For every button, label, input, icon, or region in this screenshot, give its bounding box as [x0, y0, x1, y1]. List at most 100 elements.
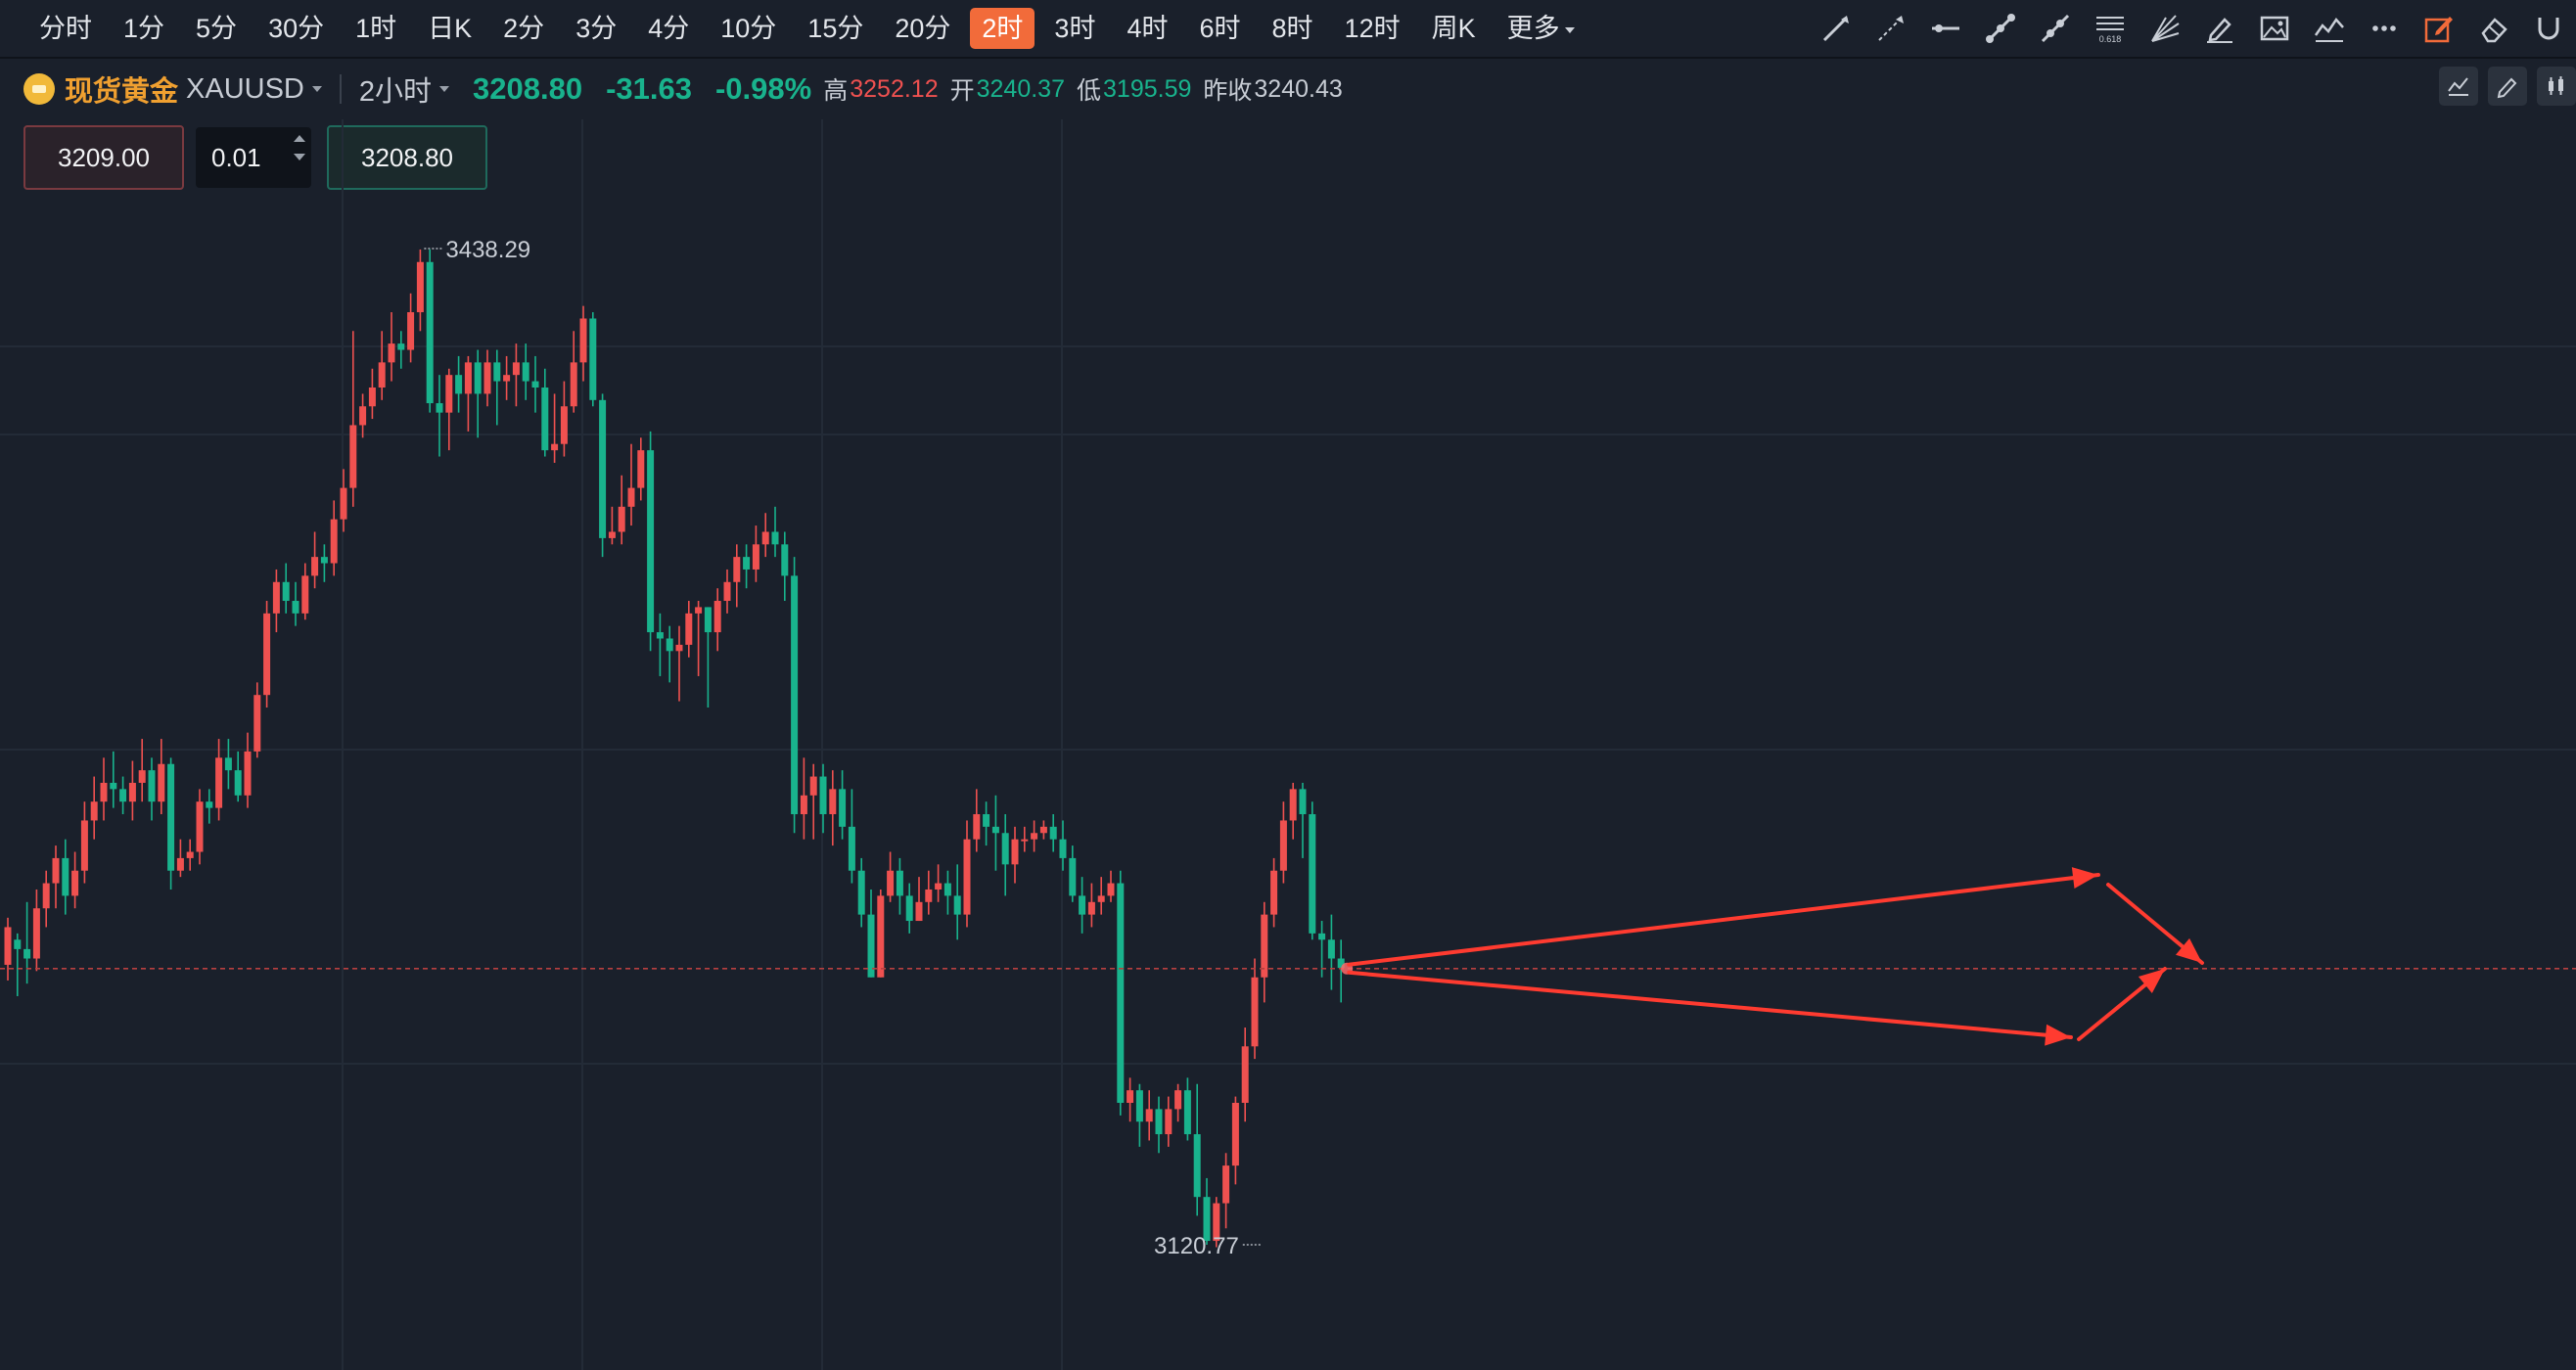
eraser-icon[interactable]	[2466, 0, 2521, 57]
pattern-icon[interactable]	[2302, 0, 2357, 57]
increment-icon[interactable]	[294, 135, 305, 142]
quantity-stepper[interactable]: 0.01	[196, 127, 311, 188]
quantity-value[interactable]: 0.01	[211, 142, 261, 172]
period-tab[interactable]: 4分	[648, 14, 690, 43]
candle-body	[743, 557, 751, 570]
candle-body	[4, 927, 12, 965]
more-dots-icon[interactable]	[2357, 0, 2412, 57]
period-tab[interactable]: 12时	[1344, 14, 1401, 43]
prev-close-value: 3240.43	[1254, 74, 1343, 103]
candle-body	[983, 814, 990, 827]
period-tab[interactable]: 1时	[355, 14, 397, 43]
period-tab[interactable]: 8时	[1271, 14, 1313, 43]
candle-type-icon[interactable]	[2537, 67, 2576, 106]
period-tab[interactable]: 周K	[1431, 14, 1476, 43]
candle-body	[206, 801, 213, 808]
gold-coin-icon	[23, 73, 55, 105]
image-icon[interactable]	[2247, 0, 2302, 57]
open-label: 开	[949, 77, 975, 105]
candle-body	[397, 343, 405, 350]
candle-body	[1117, 883, 1125, 1103]
candle-body	[713, 601, 721, 633]
candlestick-chart[interactable]: 3438.29 3120.77	[0, 119, 2576, 1370]
period-tab[interactable]: 2时	[970, 8, 1035, 49]
high-label: 高	[823, 77, 849, 105]
candle-body	[1261, 914, 1268, 978]
indicator-icon[interactable]	[2439, 67, 2478, 106]
quick-order-bar: 3209.00 0.01 3208.80	[23, 125, 487, 190]
candle-body	[848, 826, 855, 871]
candle-body	[771, 531, 779, 545]
period-tab[interactable]: 5分	[196, 14, 238, 43]
candle-body	[253, 695, 261, 752]
horizontal-line-icon[interactable]	[1918, 0, 1973, 57]
candle-body	[378, 362, 386, 388]
candle-body	[14, 939, 22, 949]
candle-body	[301, 575, 309, 614]
period-tab[interactable]: 分时	[39, 14, 92, 43]
candle-body	[1001, 833, 1009, 865]
candle-body	[368, 387, 376, 407]
price-change-percent: -0.98%	[714, 71, 812, 106]
candle-body	[71, 870, 79, 896]
sell-price-button[interactable]: 3209.00	[23, 125, 184, 190]
candle-body	[100, 782, 108, 802]
fibonacci-icon[interactable]: 0.618	[2083, 0, 2138, 57]
price-change: -31.63	[606, 71, 692, 106]
period-tab[interactable]: 1分	[123, 14, 165, 43]
period-tab[interactable]: 20分	[895, 14, 951, 43]
buy-price-button[interactable]: 3208.80	[327, 125, 487, 190]
ray-line-icon[interactable]	[1863, 0, 1918, 57]
period-tab[interactable]: 4时	[1127, 14, 1169, 43]
candle-body	[1059, 839, 1067, 858]
candle-body	[359, 406, 367, 426]
period-tab[interactable]: 2分	[503, 14, 545, 43]
draw-settings-icon[interactable]	[2488, 67, 2527, 106]
candle-body	[599, 399, 607, 538]
candle-body	[128, 782, 136, 802]
open-value: 3240.37	[976, 74, 1065, 103]
segment-line-icon[interactable]	[1973, 0, 2028, 57]
extended-line-icon[interactable]	[2028, 0, 2083, 57]
candle-body	[791, 575, 799, 815]
candle-body	[1127, 1090, 1134, 1103]
candle-body	[1327, 939, 1335, 959]
period-tab[interactable]: 6时	[1199, 14, 1241, 43]
candle-body	[867, 914, 875, 978]
fan-icon[interactable]	[2138, 0, 2192, 57]
candle-body	[340, 487, 347, 520]
arrow-up-left	[1347, 873, 2100, 967]
pen-icon[interactable]	[2192, 0, 2247, 57]
decrement-icon[interactable]	[294, 154, 305, 160]
arrow-down-left-head	[2045, 1024, 2071, 1046]
candle-body	[416, 261, 424, 313]
period-tab[interactable]: 15分	[807, 14, 864, 43]
period-tab[interactable]: 3分	[575, 14, 618, 43]
trend-line-icon[interactable]	[1809, 0, 1863, 57]
symbol-name[interactable]: 现货黄金	[65, 76, 179, 108]
interval-selector[interactable]: 2小时	[358, 76, 433, 108]
candle-body	[330, 519, 338, 564]
period-tab[interactable]: 3时	[1054, 14, 1096, 43]
period-tab[interactable]: 日K	[428, 14, 473, 43]
candle-body	[781, 544, 789, 576]
candle-body	[445, 375, 453, 413]
candle-body	[23, 948, 31, 959]
candle-body	[138, 770, 146, 783]
candle-body	[829, 789, 837, 815]
symbol-code[interactable]: XAUUSD	[186, 72, 304, 105]
edit-note-icon[interactable]	[2412, 0, 2466, 57]
low-value: 3195.59	[1103, 74, 1192, 103]
candle-body	[1039, 826, 1047, 834]
candle-body	[1183, 1090, 1191, 1135]
candle-body	[407, 312, 415, 350]
period-tab[interactable]: 更多	[1492, 8, 1590, 49]
svg-text:0.618: 0.618	[2099, 34, 2122, 44]
period-tab[interactable]: 10分	[720, 14, 777, 43]
symbol-dropdown-icon[interactable]	[311, 86, 322, 92]
magnet-icon[interactable]	[2521, 0, 2576, 57]
period-tab[interactable]: 30分	[268, 14, 325, 43]
interval-dropdown-icon[interactable]	[439, 86, 450, 92]
period-tabs: 分时 1分 5分 30分 1时 日K 2分 3分 4分 10分 15分 20分 2时 3时 4时 6时 8时 12…	[0, 0, 1590, 57]
candle-body	[464, 362, 472, 394]
